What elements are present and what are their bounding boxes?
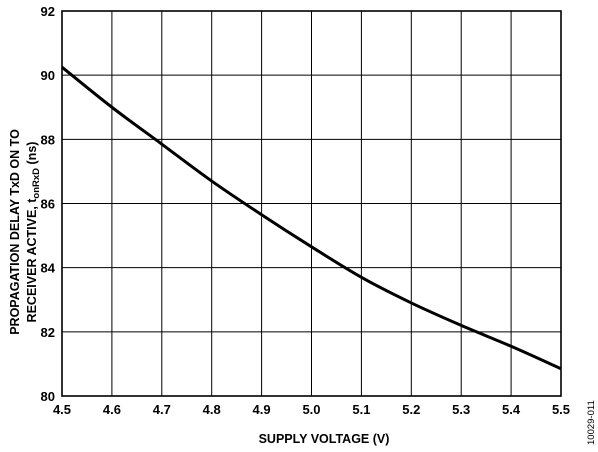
- x-tick-label: 4.7: [153, 402, 171, 417]
- x-tick-labels: 4.5 4.6 4.7 4.8 4.9 5.0 5.1 5.2 5.3 5.4 5.5: [53, 402, 570, 417]
- y-tick-label: 86: [41, 197, 55, 212]
- x-tick-label: 5.4: [502, 402, 521, 417]
- grid-lines: [61, 10, 562, 397]
- y-axis-label-line1: PROPAGATION DELAY TxD ON TO: [8, 129, 22, 335]
- y-tick-label: 88: [41, 132, 55, 147]
- x-tick-label: 4.8: [203, 402, 221, 417]
- plot-frame: [61, 10, 562, 397]
- figure-id: 10029-011: [586, 400, 597, 445]
- y-axis-label-line2: RECEIVER ACTIVE, tonRxD (ns): [25, 142, 42, 323]
- x-tick-label: 5.5: [552, 402, 570, 417]
- x-tick-label: 5.1: [352, 402, 370, 417]
- y-axis-label-line2-subscript: onRxD: [31, 168, 42, 199]
- y-axis-label-line2-unit: (ns): [25, 142, 39, 168]
- y-tick-label: 92: [41, 4, 55, 19]
- x-tick-label: 4.5: [53, 402, 71, 417]
- x-tick-label: 5.3: [452, 402, 470, 417]
- y-tick-label: 80: [41, 389, 55, 404]
- x-tick-label: 4.9: [253, 402, 271, 417]
- series-line: [61, 65, 562, 371]
- x-axis-label: SUPPLY VOLTAGE (V): [259, 432, 390, 446]
- series-layer: [61, 65, 562, 371]
- x-tick-label: 5.2: [402, 402, 420, 417]
- y-tick-label: 84: [41, 261, 56, 276]
- y-axis-label-line2-main: RECEIVER ACTIVE, t: [25, 198, 39, 323]
- x-tick-label: 5.0: [302, 402, 320, 417]
- x-tick-label: 4.6: [103, 402, 121, 417]
- y-tick-labels: 80 82 84 86 88 90 92: [41, 4, 56, 404]
- y-tick-label: 90: [41, 68, 55, 83]
- y-tick-label: 82: [41, 325, 55, 340]
